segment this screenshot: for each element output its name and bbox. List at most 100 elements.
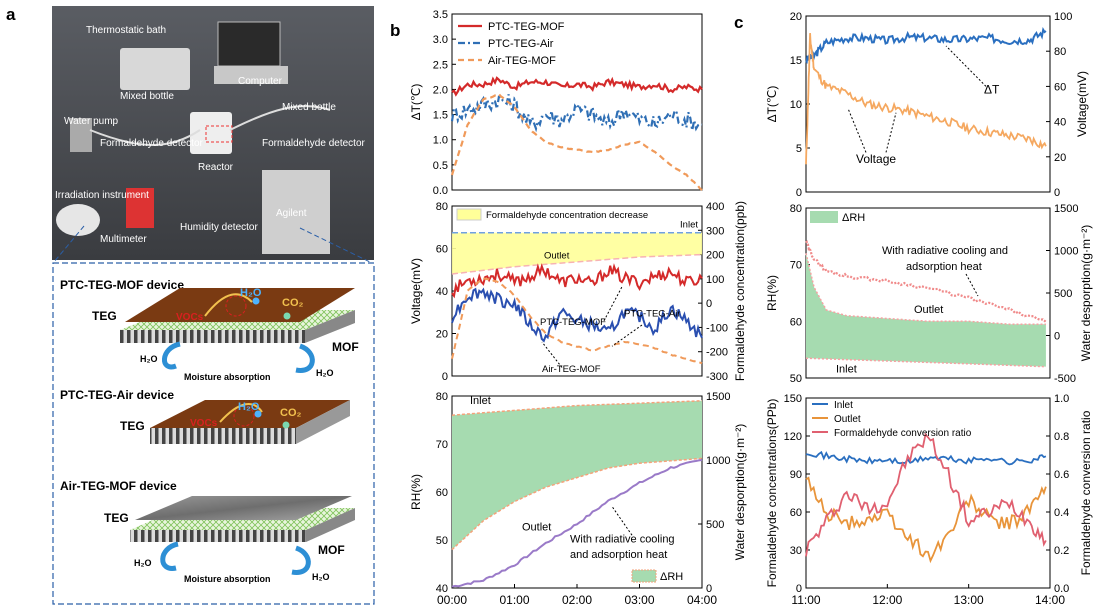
plot-frame xyxy=(805,397,1051,589)
y2-tick-label: 0 xyxy=(1054,331,1060,343)
panel-a: a Thermostatic bath Computer Mixed bottl… xyxy=(6,5,375,605)
device-title: PTC-TEG-MOF device xyxy=(60,278,184,292)
photo-label: Multimeter xyxy=(100,234,147,245)
y-tick-label: 50 xyxy=(436,535,448,547)
annotation: Inlet xyxy=(836,363,857,375)
y2-tick-label: 0 xyxy=(706,298,712,310)
y-tick-label: 60 xyxy=(790,316,802,328)
legend-label: Formaldehyde conversion ratio xyxy=(834,428,972,439)
reaction-arrow xyxy=(219,403,263,423)
legend-label: Inlet xyxy=(834,400,853,411)
co2-bubble-icon xyxy=(283,312,291,320)
photo-label: Formaldehyde detector xyxy=(100,138,204,149)
y2-axis-label: Voltage(mV) xyxy=(1075,71,1089,137)
reaction-arrow xyxy=(204,293,253,317)
moisture-label: Moisture absorption xyxy=(184,372,271,382)
y-tick-label: 60 xyxy=(790,507,802,519)
device-ptc-teg-air: PTC-TEG-Air device TEG VOCs H₂O CO₂ xyxy=(60,388,350,444)
y-axis-label: RH(%) xyxy=(765,275,779,311)
h2o-bubble-icon xyxy=(254,410,262,418)
h2o-label: H₂O xyxy=(316,368,334,378)
legend-label: ΔRH xyxy=(660,571,683,583)
y2-tick-label: 200 xyxy=(706,250,724,262)
delta-rh-area xyxy=(452,400,702,550)
concentration-band xyxy=(452,232,702,274)
photo-label: Humidity detector xyxy=(180,222,258,233)
y2-axis-label: Formaldehyde concentration(ppb) xyxy=(733,201,747,381)
x-tick-label: 04:00 xyxy=(687,593,717,607)
outlet-line xyxy=(451,253,703,275)
photo-label: Water pump xyxy=(64,116,119,127)
y2-tick-label: 0 xyxy=(706,583,712,595)
plot-frame xyxy=(451,205,703,377)
y-tick-label: 2.5 xyxy=(433,59,448,71)
device-title: PTC-TEG-Air device xyxy=(60,388,174,402)
legend-label: Air-TEG-MOF xyxy=(488,55,556,67)
y2-tick-label: 1.0 xyxy=(1054,393,1069,405)
y2-tick-label: 20 xyxy=(1054,152,1066,164)
legend-label: ΔRH xyxy=(842,212,865,224)
co2-product: CO₂ xyxy=(280,407,302,419)
device-schematic-box xyxy=(52,262,375,605)
y-tick-label: 0.5 xyxy=(433,160,448,172)
y-tick-label: 80 xyxy=(436,201,448,213)
y-tick-label: 0 xyxy=(796,187,802,199)
voc-label: VOCs xyxy=(176,312,204,323)
legend-label: PTC-TEG-MOF xyxy=(488,21,565,33)
water-desorption-line xyxy=(805,239,1047,323)
photo-label: Thermostatic bath xyxy=(86,25,166,36)
h2o-label: H₂O xyxy=(134,558,152,568)
y-tick-label: 80 xyxy=(436,391,448,403)
legend-label: Outlet xyxy=(834,414,861,425)
annotation: Outlet xyxy=(522,521,551,533)
co2-bubble-icon xyxy=(282,421,290,429)
y2-tick-label: 400 xyxy=(706,201,724,213)
annotation: PTC-TEG-Air xyxy=(624,309,680,320)
series-line xyxy=(805,432,1047,557)
photo-label: Irradiation instrument xyxy=(55,190,149,201)
panel-a-letter: a xyxy=(6,5,16,24)
series-line xyxy=(451,287,703,343)
y2-tick-label: -200 xyxy=(706,347,728,359)
y-tick-label: 1.5 xyxy=(433,110,448,122)
y-axis-label: ΔT(℃) xyxy=(765,86,779,123)
teg-label: TEG xyxy=(104,511,129,525)
y-tick-label: 3.0 xyxy=(433,34,448,46)
inlet-line xyxy=(451,400,703,416)
annotation: ΔT xyxy=(984,82,1000,96)
catalytic-site xyxy=(225,295,247,317)
y-tick-label: 40 xyxy=(436,583,448,595)
y-tick-label: 60 xyxy=(436,244,448,256)
y2-tick-label: 0.4 xyxy=(1054,507,1069,519)
series-line xyxy=(805,450,1047,466)
h2o-product: H₂O xyxy=(238,401,260,413)
outlet-line xyxy=(451,457,703,551)
annotation-leader xyxy=(611,506,633,536)
delta-rh-area xyxy=(806,253,1046,367)
y-tick-label: 5 xyxy=(796,143,802,155)
y-tick-label: 70 xyxy=(790,260,802,272)
series-line xyxy=(451,76,703,97)
y2-tick-label: 0.2 xyxy=(1054,545,1069,557)
y2-tick-label: 1000 xyxy=(1054,246,1078,258)
y-tick-label: 30 xyxy=(790,545,802,557)
annotation-leader xyxy=(945,45,987,87)
teg-label: TEG xyxy=(120,419,145,433)
y-tick-label: 10 xyxy=(790,99,802,111)
y-tick-label: 40 xyxy=(436,286,448,298)
legend-label: Formaldehyde concentration decrease xyxy=(486,210,648,221)
legend-label: PTC-TEG-Air xyxy=(488,38,554,50)
photo-label: Mixed bottle xyxy=(282,102,336,113)
y2-axis-label: Water desporption(g·m⁻²) xyxy=(733,424,747,561)
y2-tick-label: -300 xyxy=(706,371,728,383)
mof-label: MOF xyxy=(318,543,345,557)
x-tick-label: 01:00 xyxy=(499,593,529,607)
y-tick-label: 0.0 xyxy=(433,185,448,197)
y-tick-label: 50 xyxy=(790,373,802,385)
annotation: and adsorption heat xyxy=(570,549,667,561)
legend-swatch xyxy=(810,211,838,223)
device-title: Air-TEG-MOF device xyxy=(60,479,177,493)
y2-tick-label: 40 xyxy=(1054,117,1066,129)
y-tick-label: 120 xyxy=(784,431,802,443)
y2-tick-label: 0 xyxy=(1054,187,1060,199)
